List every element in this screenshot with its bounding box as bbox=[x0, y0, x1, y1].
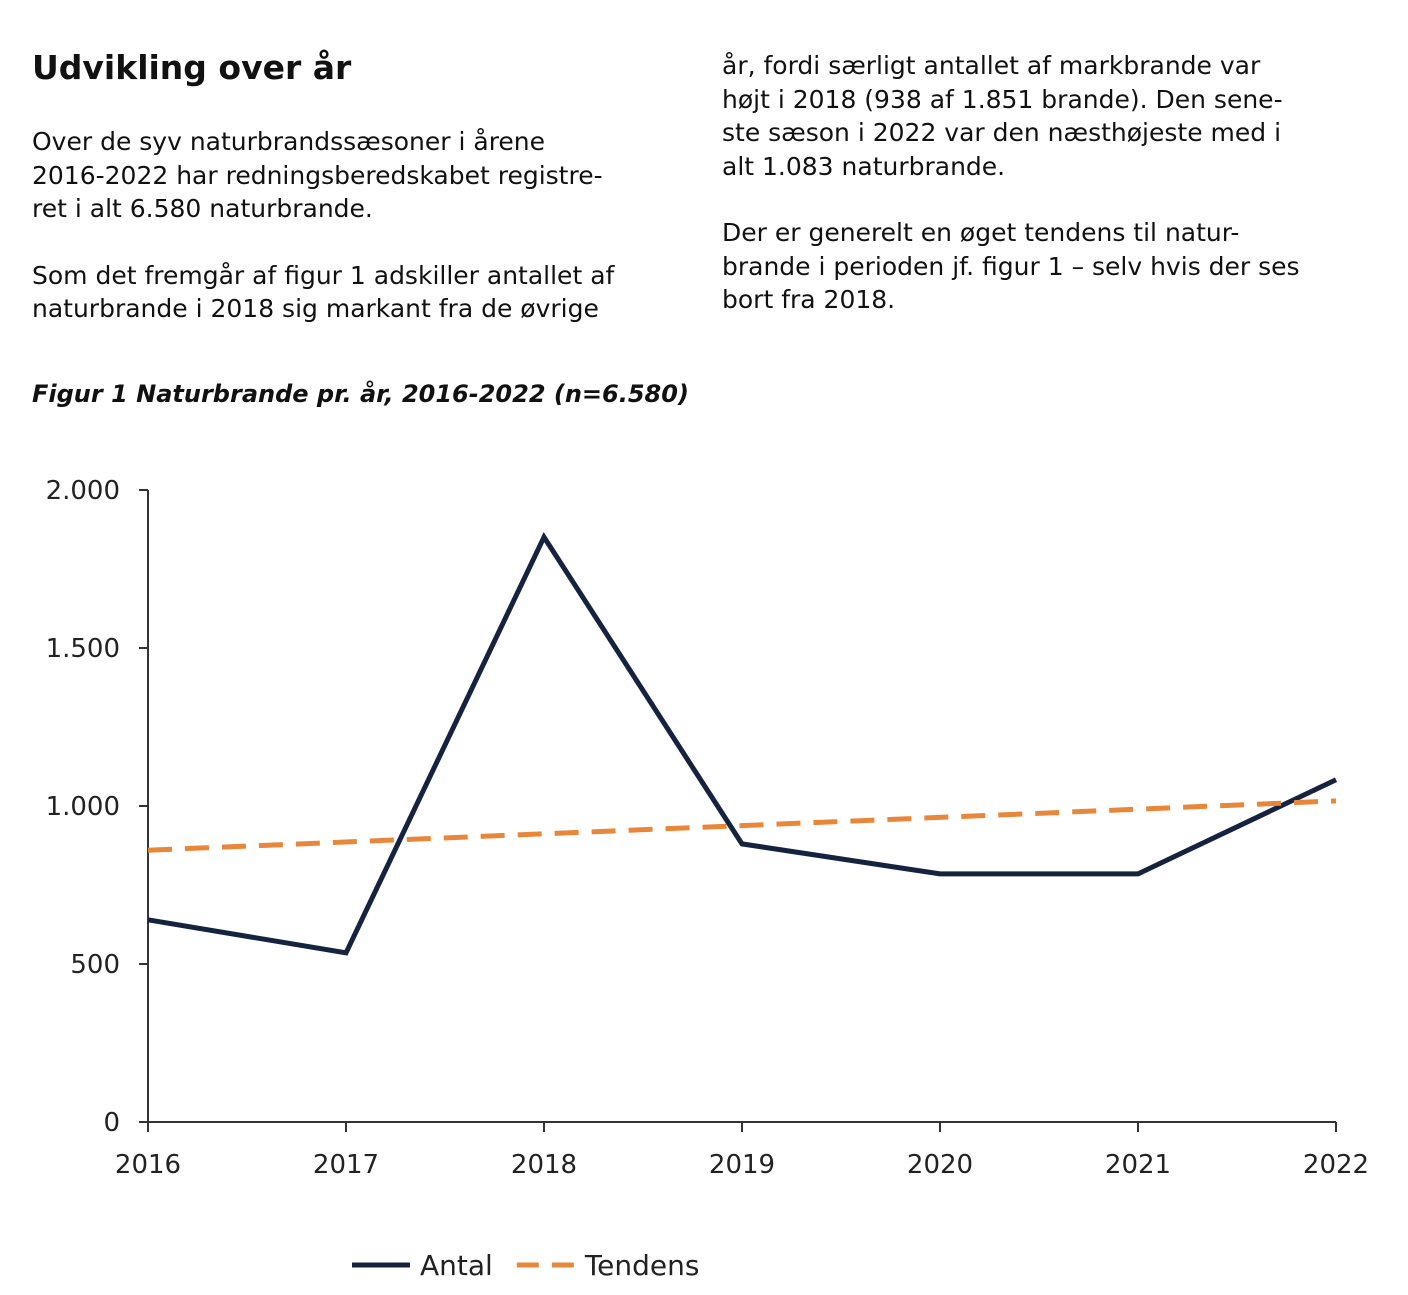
series-line-antal bbox=[147, 531, 1338, 956]
paragraph-continuation: år, fordi særligt antallet af markbrande… bbox=[722, 49, 1392, 183]
text-line: 2016-2022 har redningsberedskabet regist… bbox=[32, 160, 603, 190]
x-tick-label: 2019 bbox=[709, 1150, 775, 1180]
x-tick-label: 2022 bbox=[1303, 1150, 1369, 1180]
y-tick-label: 1.000 bbox=[46, 792, 120, 822]
text-line: ste sæson i 2022 var den næsthøjeste med… bbox=[722, 118, 1282, 147]
x-tick-label: 2016 bbox=[115, 1150, 181, 1180]
paragraph-figure-reference: Som det fremgår af figur 1 adskiller ant… bbox=[32, 259, 702, 326]
x-tick-label: 2020 bbox=[907, 1150, 973, 1180]
text-line: bort fra 2018. bbox=[722, 285, 896, 314]
x-tick-label: 2018 bbox=[511, 1150, 577, 1180]
left-text-column: Over de syv naturbrandssæsoner i årene 2… bbox=[32, 125, 702, 326]
text-line: alt 1.083 naturbrande. bbox=[722, 151, 1006, 181]
right-text-column: år, fordi særligt antallet af markbrande… bbox=[722, 49, 1392, 317]
text-line: Som det fremgår af figur 1 adskiller ant… bbox=[32, 260, 615, 290]
figure-caption: Figur 1 Naturbrande pr. år, 2016-2022 (n… bbox=[32, 380, 689, 408]
text-line: ret i alt 6.580 naturbrande. bbox=[32, 194, 373, 223]
x-tick-label: 2021 bbox=[1105, 1150, 1171, 1180]
y-tick-label: 2.000 bbox=[46, 476, 120, 506]
y-tick-label: 1.500 bbox=[46, 634, 120, 664]
text-line: naturbrande i 2018 sig markant fra de øv… bbox=[32, 294, 599, 323]
paragraph-trend: Der er generelt en øget tendens til natu… bbox=[722, 216, 1392, 317]
text-line: Over de syv naturbrandssæsoner i årene bbox=[32, 127, 546, 156]
text-line: brande i perioden jf. figur 1 – selv hvi… bbox=[722, 251, 1300, 281]
text-line: højt i 2018 (938 af 1.851 brande). Den s… bbox=[722, 84, 1283, 114]
x-tick-label: 2017 bbox=[313, 1150, 379, 1180]
legend-label-tendens: Tendens bbox=[584, 1249, 700, 1282]
text-line: Der er generelt en øget tendens til natu… bbox=[722, 218, 1240, 247]
legend-label-antal: Antal bbox=[420, 1249, 493, 1282]
text-line: år, fordi særligt antallet af markbrande… bbox=[722, 51, 1261, 80]
y-tick-label: 0 bbox=[103, 1108, 120, 1138]
section-heading: Udvikling over år bbox=[32, 48, 352, 87]
y-tick-label: 500 bbox=[70, 950, 120, 980]
paragraph-intro: Over de syv naturbrandssæsoner i årene 2… bbox=[32, 125, 702, 226]
